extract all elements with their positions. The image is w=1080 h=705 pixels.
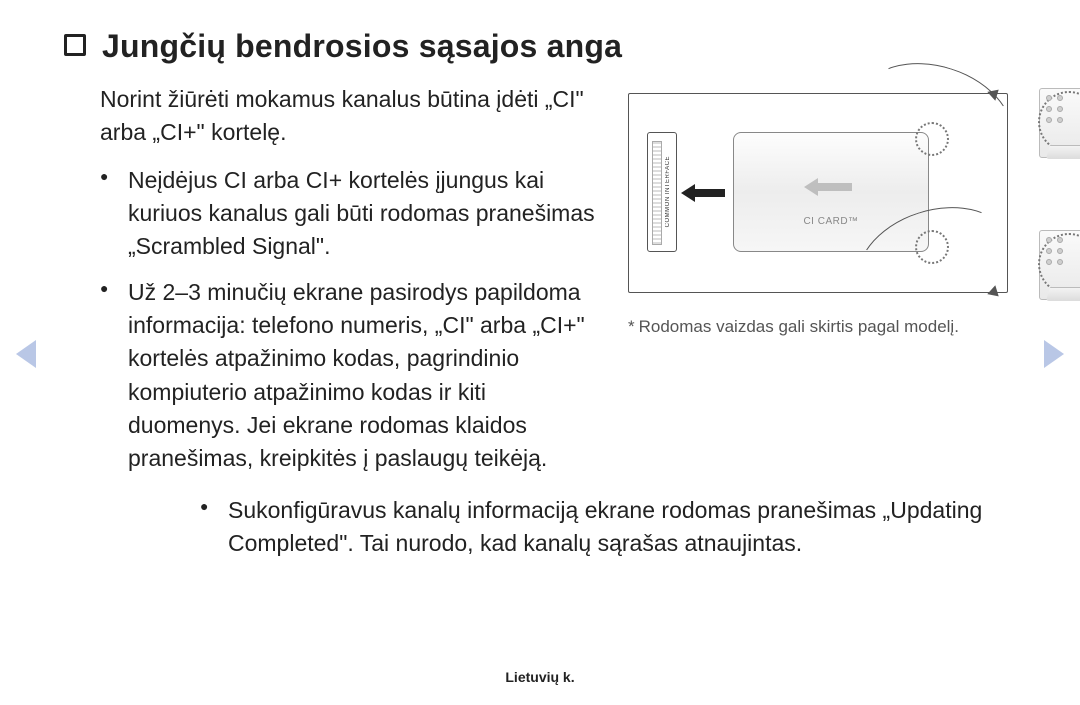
title-row: Jungčių bendrosios sąsajos anga <box>64 28 1016 65</box>
insert-arrow-icon <box>681 182 725 204</box>
mount-bracket-top <box>1039 88 1080 158</box>
right-column: COMMON INTERFACE CI CARD™ <box>628 83 1016 488</box>
page: Jungčių bendrosios sąsajos anga Norint ž… <box>0 0 1080 705</box>
prev-page-button[interactable] <box>16 340 36 368</box>
mount-bracket-bottom <box>1039 230 1080 300</box>
bullet-item: Už 2–3 minučių ekrane pasirodys papildom… <box>100 276 604 476</box>
card-direction-arrow-icon <box>804 177 852 197</box>
page-title: Jungčių bendrosios sąsajos anga <box>102 28 622 65</box>
bracket-foot-icon <box>1046 145 1080 159</box>
bullet-list-narrow: Neįdėjus CI arba CI+ kortelės įjungus ka… <box>100 164 604 476</box>
bracket-foot-icon <box>1046 287 1080 301</box>
ci-slot: COMMON INTERFACE <box>647 132 677 252</box>
bullet-list-wide: Sukonfigūravus kanalų informaciją ekrane… <box>200 494 1016 561</box>
left-column: Norint žiūrėti mokamus kanalus būtina įd… <box>64 83 604 488</box>
caption-star: * <box>628 317 635 336</box>
footer-language: Lietuvių k. <box>0 669 1080 685</box>
slot-label: COMMON INTERFACE <box>665 156 671 227</box>
bullet-item: Neįdėjus CI arba CI+ kortelės įjungus ka… <box>100 164 604 264</box>
bracket-holes-icon <box>1046 95 1063 123</box>
section-bullet-icon <box>64 34 86 56</box>
bracket-holes-icon <box>1046 237 1063 265</box>
next-page-button[interactable] <box>1044 340 1064 368</box>
ci-card-diagram: COMMON INTERFACE CI CARD™ <box>628 93 1008 293</box>
bullet-list-wide-wrap: Sukonfigūravus kanalų informaciją ekrane… <box>164 494 1016 561</box>
intro-text: Norint žiūrėti mokamus kanalus būtina įd… <box>100 83 604 150</box>
bullet-item: Sukonfigūravus kanalų informaciją ekrane… <box>200 494 1016 561</box>
slot-connector-icon <box>652 141 662 245</box>
body-columns: Norint žiūrėti mokamus kanalus būtina įd… <box>64 83 1016 488</box>
